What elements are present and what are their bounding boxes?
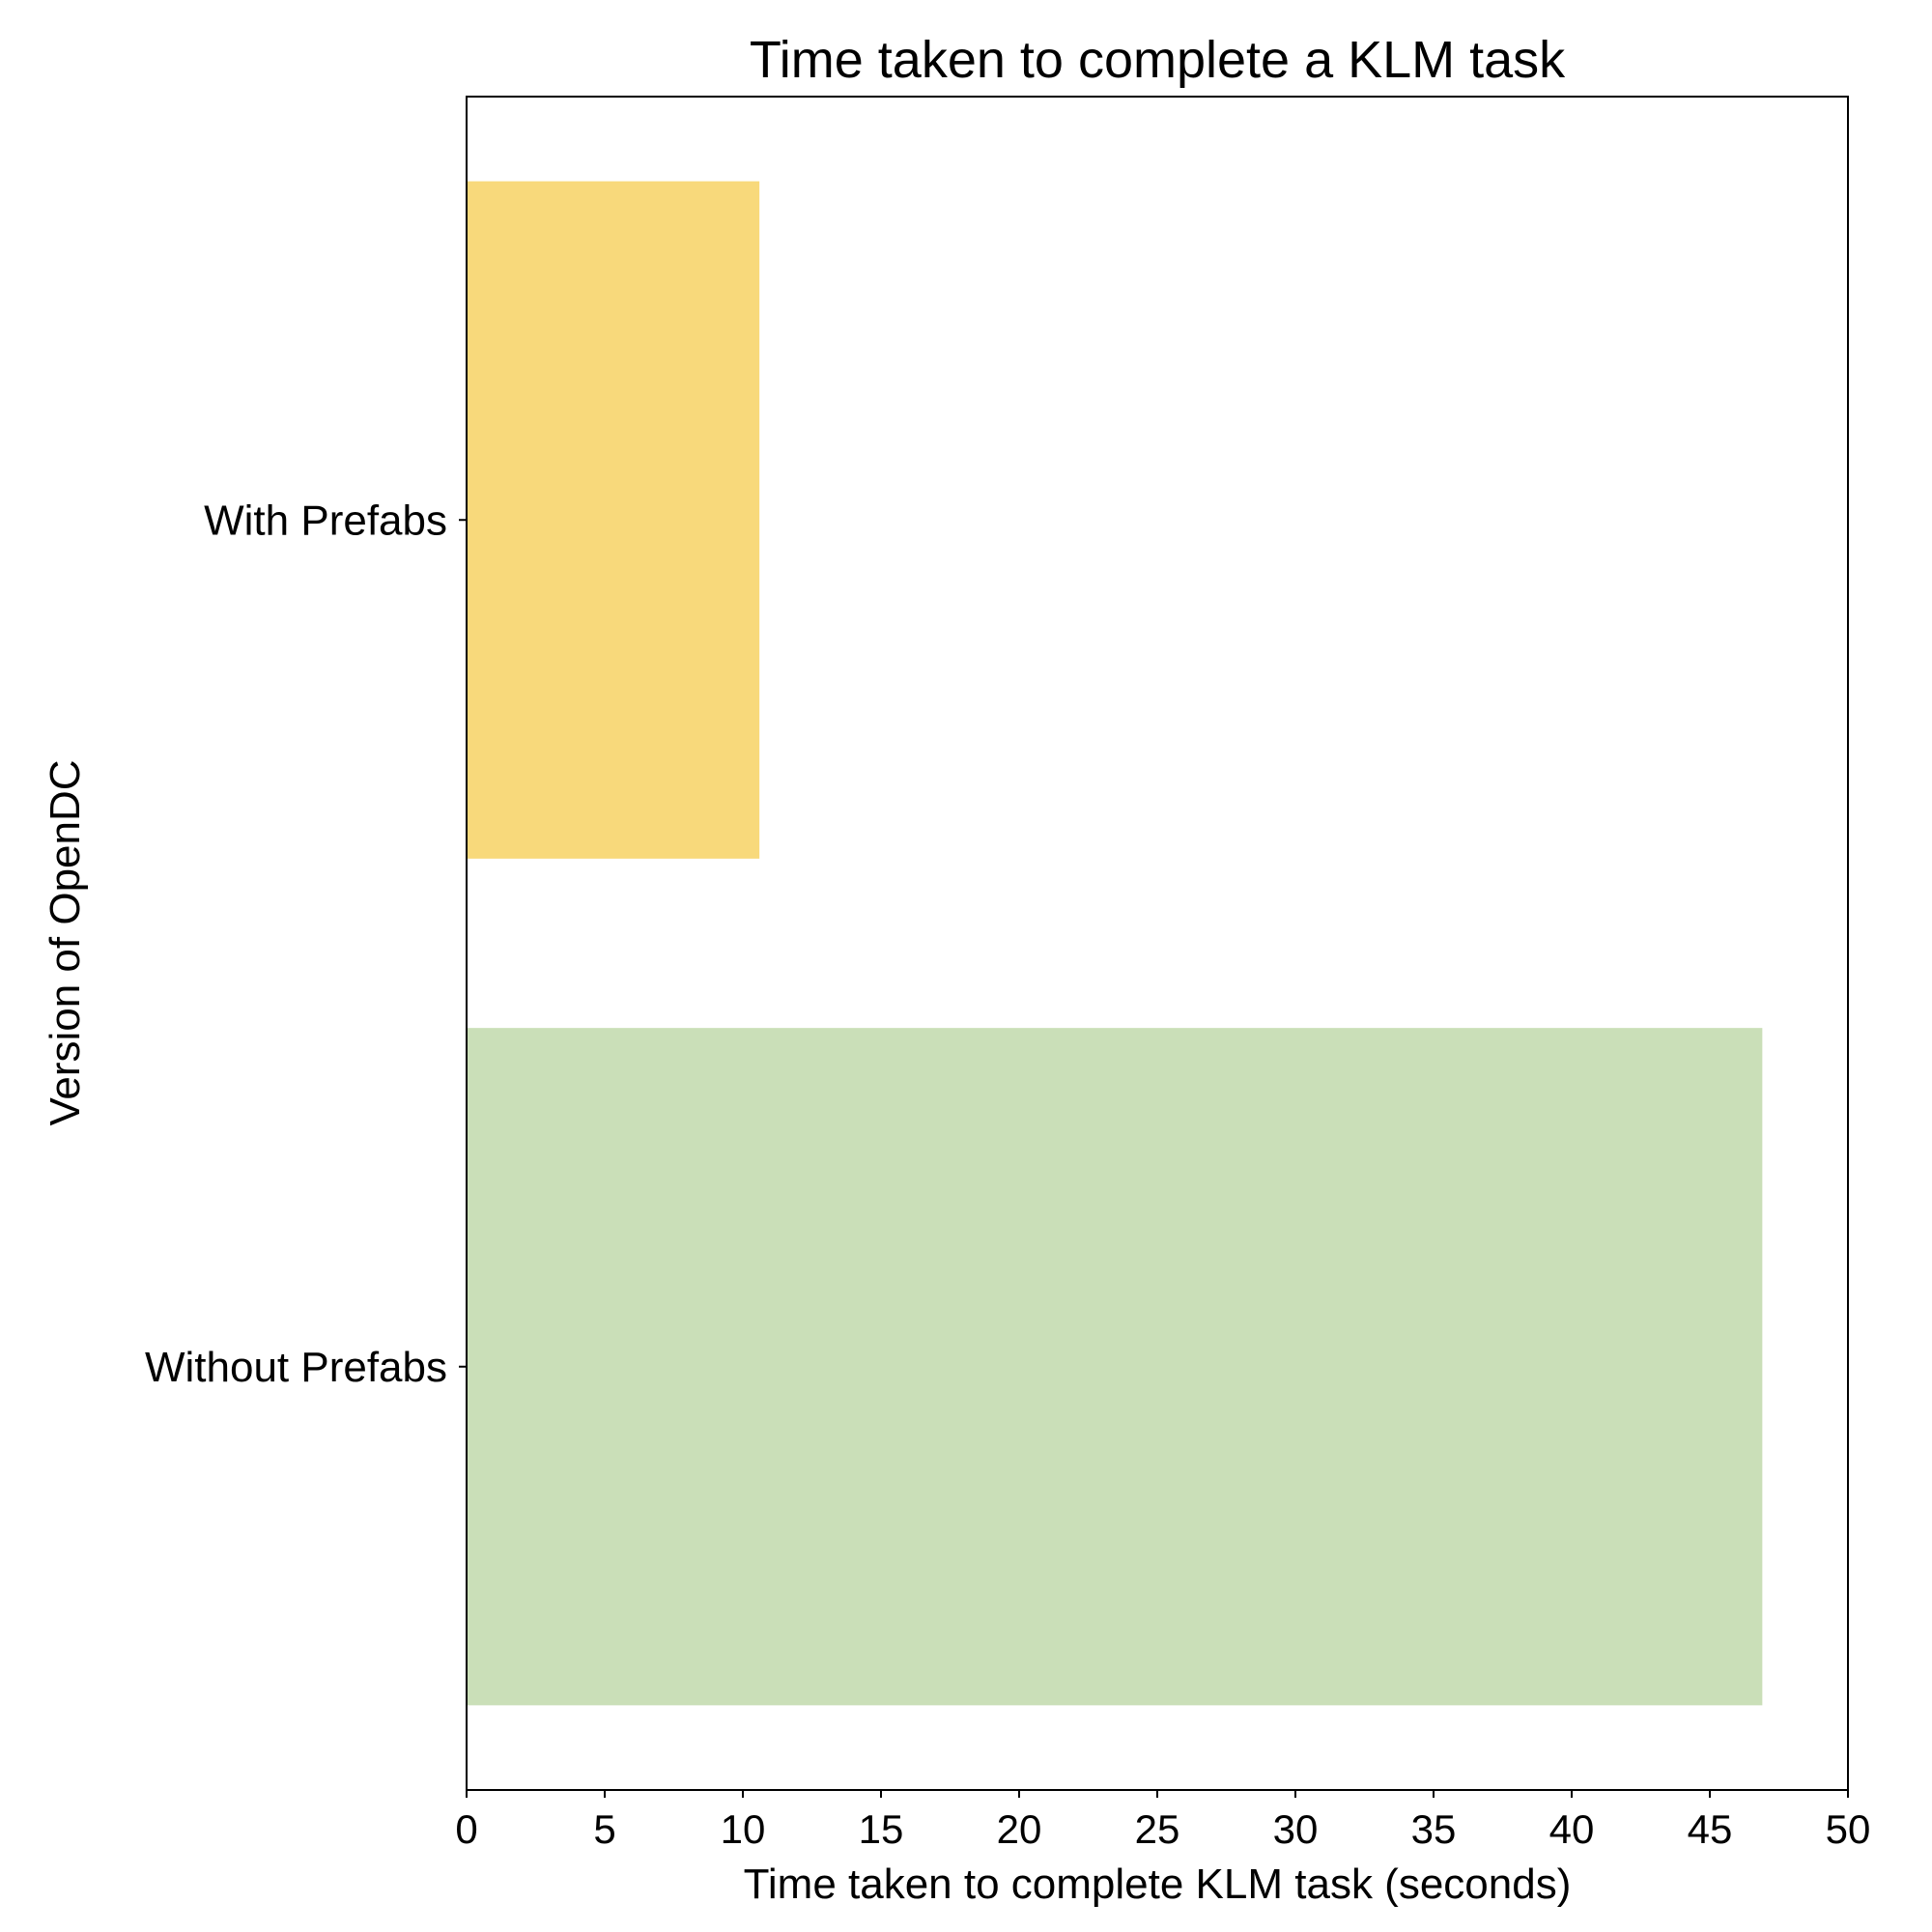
x-tick-label: 30 — [1273, 1806, 1319, 1852]
x-axis-label: Time taken to complete KLM task (seconds… — [744, 1861, 1572, 1908]
chart-title: Time taken to complete a KLM task — [750, 31, 1566, 89]
x-tick-label: 50 — [1826, 1806, 1871, 1852]
bar-with-prefabs — [467, 181, 760, 859]
category-label-without-prefabs: Without Prefabs — [145, 1344, 447, 1391]
bar-without-prefabs — [467, 1028, 1763, 1706]
x-tick-label: 20 — [997, 1806, 1042, 1852]
x-tick-label: 5 — [593, 1806, 615, 1852]
x-tick-label: 10 — [721, 1806, 766, 1852]
category-label-with-prefabs: With Prefabs — [204, 497, 447, 544]
bars-group — [467, 181, 1763, 1706]
x-tick-label: 25 — [1135, 1806, 1180, 1852]
x-tick-label: 35 — [1411, 1806, 1457, 1852]
x-axis-ticks: 0 5 10 15 20 25 30 35 40 45 50 — [455, 1790, 1870, 1852]
y-axis-ticks: With Prefabs Without Prefabs — [145, 497, 467, 1391]
x-tick-label: 40 — [1549, 1806, 1595, 1852]
x-tick-label: 15 — [859, 1806, 904, 1852]
x-tick-label: 45 — [1688, 1806, 1733, 1852]
y-axis-label: Version of OpenDC — [42, 759, 89, 1125]
x-tick-label: 0 — [455, 1806, 477, 1852]
